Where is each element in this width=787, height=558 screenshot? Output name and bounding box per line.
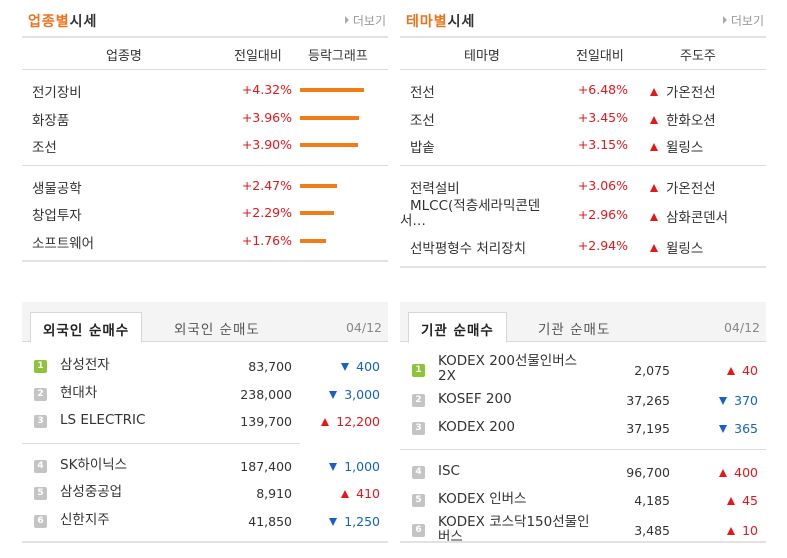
col-lead: 주도주: [680, 49, 716, 64]
theme-table-header: 테마명 전일대비 주도주: [400, 38, 766, 70]
institution-group-1: 1 KODEX 200선물인버스 2X 2,075 40 2 KOSEF 200 37,26…: [400, 352, 766, 441]
theme-row[interactable]: MLCC(적층세라믹콘덴 서… +2.96% 삼화콘덴서: [400, 198, 729, 229]
theme-row[interactable]: 밥솥 +3.15% 윌링스: [410, 136, 704, 156]
list-item[interactable]: 1 삼성전자 83,700 400: [22, 352, 388, 380]
change-bar: [300, 211, 334, 215]
theme-header: 테마별시세 더보기: [400, 0, 766, 38]
industry-table-header: 업종명 전일대비 등락그래프: [22, 38, 388, 70]
theme-row[interactable]: 조선 +3.45% 한화오션: [410, 109, 716, 129]
change-bar: [300, 88, 364, 92]
theme-panel: 테마별시세 더보기 테마명 전일대비 주도주 전선 +6.48% 가온전선 조선 +3…: [400, 0, 766, 268]
theme-more-link[interactable]: 더보기: [723, 12, 764, 29]
rank-badge: 3: [412, 421, 425, 435]
industry-row[interactable]: 조선 +3.90%: [22, 131, 388, 159]
foreign-date: 04/12: [345, 320, 382, 335]
col-industry-name: 업종명: [106, 49, 142, 64]
institution-date: 04/12: [723, 320, 760, 335]
theme-group-1: 전선 +6.48% 가온전선 조선 +3.45% 한화오션 밥솥 +3.15% 윌링스: [400, 70, 766, 166]
lead-stock[interactable]: 가온전선: [650, 177, 716, 197]
col-graph: 등락그래프: [308, 49, 368, 64]
rank-badge: 2: [34, 387, 47, 401]
industry-row[interactable]: 화장품 +3.96%: [22, 104, 388, 132]
industry-row[interactable]: 소프트웨어 +1.76%: [22, 227, 388, 255]
institution-bottom-divider: [400, 541, 766, 543]
institution-list: 1 KODEX 200선물인버스 2X 2,075 40 2 KOSEF 200 37,26…: [400, 352, 766, 547]
rank-badge: 5: [34, 487, 47, 500]
industry-header: 업종별시세 더보기: [22, 0, 388, 38]
list-item[interactable]: 3 LS ELECTRIC 139,700 12,200: [22, 407, 388, 435]
list-item[interactable]: 5 삼성중공업 8,910 410: [22, 479, 388, 507]
industry-row[interactable]: 생물공학 +2.47%: [22, 172, 388, 200]
col-change: 전일대비: [576, 49, 624, 64]
foreign-list: 1 삼성전자 83,700 400 2 현대차 238,000 3,000 3 LS ELEC…: [22, 352, 388, 534]
list-item[interactable]: 2 현대차 238,000 3,000: [22, 380, 388, 408]
change-bar: [300, 143, 358, 147]
rank-badge: 4: [34, 459, 47, 473]
theme-row[interactable]: 전력설비 +3.06% 가온전선: [410, 177, 716, 197]
institution-group-2: 4 ISC 96,700 400 5 KODEX 인버스 4,185 45 6 KODEX 코…: [400, 449, 766, 547]
rank-badge: 6: [412, 524, 425, 537]
list-item[interactable]: 6 신한지주 41,850 1,250: [22, 507, 388, 535]
industry-group-1: 전기장비 +4.32% 화장품 +3.96% 조선 +3.90%: [22, 70, 388, 166]
theme-group-2: 전력설비 +3.06% 가온전선 MLCC(적층세라믹콘덴 서… +2.96% 삼화콘…: [400, 166, 766, 268]
rank-badge: 4: [412, 466, 425, 479]
foreign-group-2: 4 SK하이닉스 187,400 1,000 5 삼성중공업 8,910 410 6 신한지주…: [22, 442, 380, 535]
rank-badge: 1: [412, 364, 425, 377]
list-item[interactable]: 1 KODEX 200선물인버스 2X 2,075 40: [400, 352, 766, 386]
list-item[interactable]: 2 KOSEF 200 37,265 370: [400, 386, 766, 414]
tab-institution-buy[interactable]: 기관 순매수: [408, 312, 507, 343]
industry-panel: 업종별시세 더보기 업종명 전일대비 등락그래프 전기장비 +4.32% 화장품 +…: [22, 0, 388, 262]
industry-row[interactable]: 전기장비 +4.32%: [22, 76, 388, 104]
institution-tabs: 기관 순매수 기관 순매도 04/12: [400, 302, 766, 343]
industry-more-link[interactable]: 더보기: [345, 12, 386, 29]
change-bar: [300, 238, 326, 243]
change-bar: [300, 183, 337, 188]
change-bar: [300, 115, 359, 120]
tab-foreign-sell[interactable]: 외국인 순매도: [174, 322, 260, 338]
rank-badge: 5: [412, 493, 425, 507]
industry-row[interactable]: 창업투자 +2.29%: [22, 199, 388, 227]
lead-stock[interactable]: 삼화콘덴서: [650, 206, 728, 226]
tab-foreign-buy[interactable]: 외국인 순매수: [30, 312, 143, 343]
list-item[interactable]: 5 KODEX 인버스 4,185 45: [400, 486, 766, 514]
rank-badge: 2: [412, 394, 425, 407]
theme-row[interactable]: 선박평형수 처리장치 +2.94% 윌링스: [410, 237, 704, 257]
list-item[interactable]: 6 KODEX 코스닥150선물인 버스 3,485 10: [400, 513, 766, 547]
lead-stock[interactable]: 윌링스: [650, 237, 703, 257]
col-change: 전일대비: [234, 49, 282, 64]
list-item[interactable]: 3 KODEX 200 37,195 365: [400, 414, 766, 442]
list-item[interactable]: 4 ISC 96,700 400: [400, 458, 766, 486]
theme-title[interactable]: 테마별시세: [406, 14, 476, 30]
industry-group-2: 생물공학 +2.47% 창업투자 +2.29% 소프트웨어 +1.76%: [22, 166, 388, 262]
foreign-bottom-divider: [22, 541, 388, 543]
lead-stock[interactable]: 윌링스: [650, 136, 703, 156]
theme-row[interactable]: 전선 +6.48% 가온전선: [410, 81, 716, 101]
rank-badge: 1: [34, 360, 47, 373]
rank-badge: 3: [34, 415, 47, 428]
tab-institution-sell[interactable]: 기관 순매도: [538, 322, 611, 338]
col-theme-name: 테마명: [464, 49, 500, 64]
list-item[interactable]: 4 SK하이닉스 187,400 1,000: [22, 452, 388, 480]
rank-badge: 6: [34, 514, 47, 528]
lead-stock[interactable]: 한화오션: [650, 109, 716, 129]
industry-title[interactable]: 업종별시세: [28, 14, 98, 30]
lead-stock[interactable]: 가온전선: [650, 81, 716, 101]
foreign-tabs: 외국인 순매수 외국인 순매도 04/12: [22, 302, 388, 343]
foreign-group-1: 1 삼성전자 83,700 400 2 현대차 238,000 3,000 3 LS ELEC…: [22, 352, 388, 435]
